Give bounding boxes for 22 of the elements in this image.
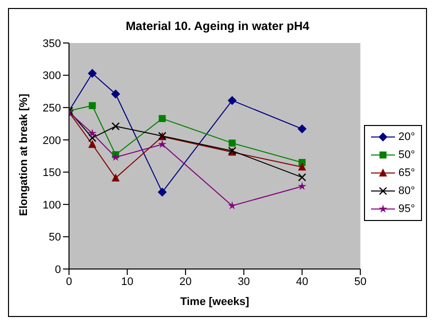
x-tick-label: 20 bbox=[179, 276, 192, 288]
y-tick-label: 150 bbox=[42, 167, 61, 180]
y-tick-label: 350 bbox=[42, 38, 61, 50]
x-tick-label: 10 bbox=[121, 276, 134, 288]
x-tick-label: 40 bbox=[296, 276, 308, 288]
chart-title: Material 10. Ageing in water pH4 bbox=[124, 19, 310, 33]
y-tick-label: 100 bbox=[42, 199, 61, 212]
x-axis-title: Time [weeks] bbox=[180, 296, 250, 308]
legend-label: 50° bbox=[398, 148, 415, 163]
y-tick-label: 200 bbox=[42, 134, 61, 147]
y-tick-label: 250 bbox=[42, 102, 61, 114]
legend-label: 20° bbox=[398, 130, 415, 145]
x-tick-label: 50 bbox=[354, 276, 366, 288]
legend-label: 65° bbox=[398, 166, 415, 181]
legend-label: 80° bbox=[398, 184, 415, 199]
legend-label: 95° bbox=[398, 202, 415, 217]
x-tick-label: 0 bbox=[66, 276, 72, 288]
y-tick-label: 300 bbox=[42, 70, 61, 82]
y-tick-label: 50 bbox=[48, 232, 61, 244]
y-tick-label: 0 bbox=[54, 264, 61, 276]
x-tick-label: 30 bbox=[238, 276, 250, 288]
y-axis-title: Elongation at break [%] bbox=[18, 93, 30, 216]
